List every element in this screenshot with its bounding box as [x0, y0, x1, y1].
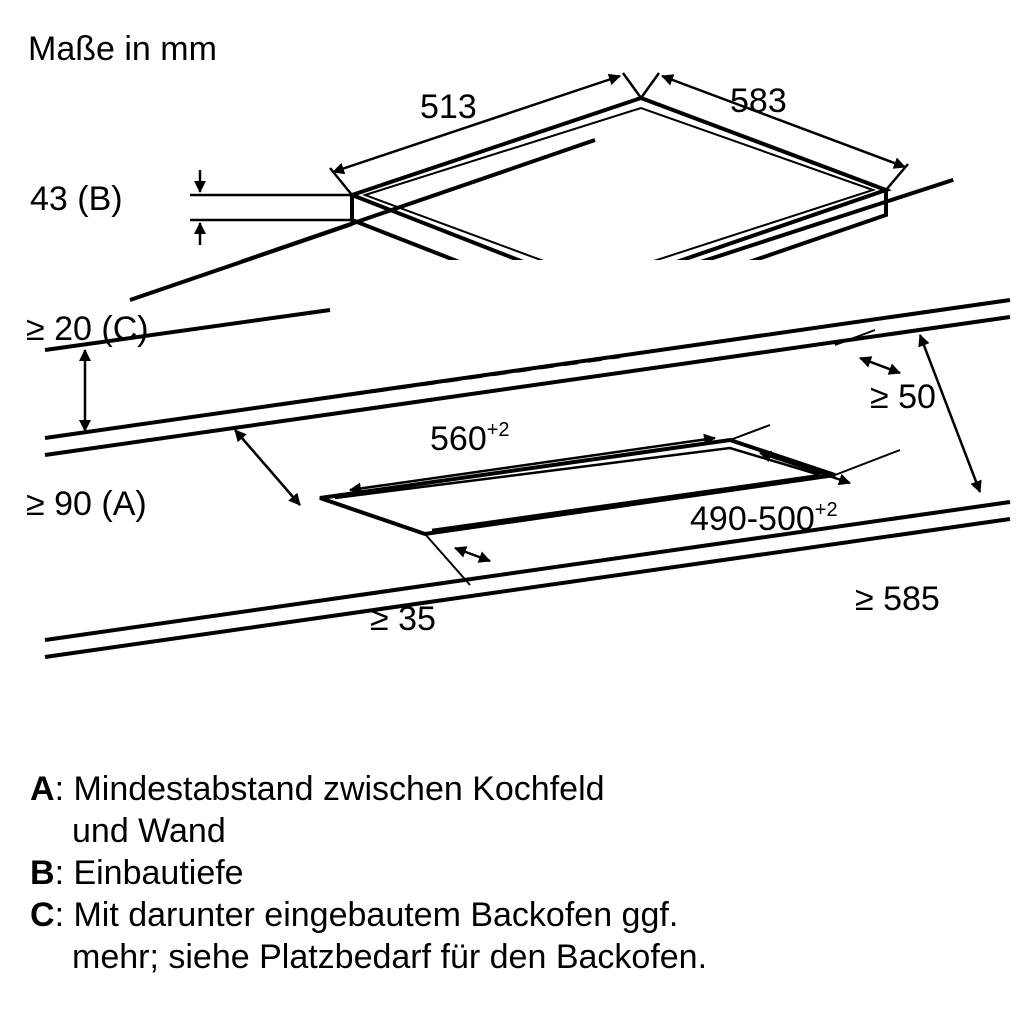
label-c: ≥ 20 (C) — [26, 310, 149, 348]
label-a: ≥ 90 (A) — [26, 485, 147, 523]
svg-text:A: Mindestabstand zwischen Koc: A: Mindestabstand zwischen Kochfeld — [30, 770, 605, 808]
legend-a-text1: : Mindestabstand zwischen Kochfeld — [55, 770, 605, 808]
label-50: ≥ 50 — [870, 378, 936, 416]
legend-c-text1: : Mit darunter eingebautem Backofen ggf. — [55, 896, 679, 934]
label-43b: 43 (B) — [30, 180, 123, 218]
legend-a-label: A — [30, 770, 55, 808]
technical-drawing: Maße in mm 513 583 43 (B) — [0, 0, 1024, 1024]
legend-b-text: : Einbautiefe — [55, 854, 244, 892]
legend-c-text2: mehr; siehe Platzbedarf für den Backofen… — [72, 938, 707, 976]
legend-b-label: B — [30, 854, 55, 892]
svg-text:C: Mit darunter eingebautem Ba: C: Mit darunter eingebautem Backofen ggf… — [30, 896, 678, 934]
label-583: 583 — [730, 82, 787, 120]
legend-a-text2: und Wand — [72, 812, 226, 850]
label-35: ≥ 35 — [370, 600, 436, 638]
title: Maße in mm — [28, 30, 217, 68]
legend-c-label: C — [30, 896, 55, 934]
legend: A: Mindestabstand zwischen Kochfeld und … — [30, 770, 707, 976]
label-585: ≥ 585 — [855, 580, 940, 618]
label-513: 513 — [420, 88, 477, 126]
svg-text:B: Einbautiefe: B: Einbautiefe — [30, 854, 244, 892]
